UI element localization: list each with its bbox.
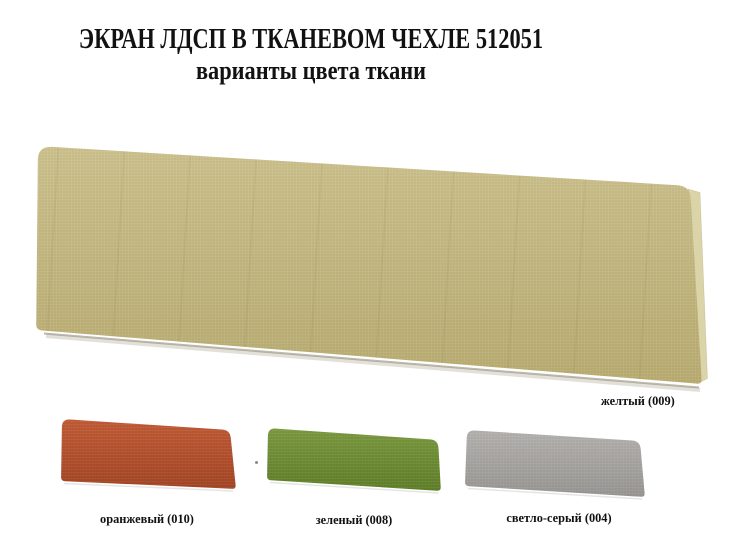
- product-subtitle: варианты цвета ткани: [195, 56, 427, 85]
- color-label-green: зеленый (008): [315, 512, 393, 527]
- main-panel-shadow: [45, 334, 701, 392]
- orange-swatch-shadow: [63, 482, 234, 492]
- color-label-light-gray: светло-серый (004): [506, 510, 612, 525]
- green-swatch-shadow: [269, 481, 439, 494]
- main-panel-seam-texture: [36, 146, 702, 384]
- product-title: ЭКРАН ЛДСП В ТКАНЕВОМ ЧЕХЛЕ 512051: [78, 24, 544, 55]
- color-label-yellow: желтый (009): [601, 393, 675, 408]
- gray-swatch-texture: [465, 430, 645, 497]
- color-label-orange: оранжевый (010): [100, 511, 194, 526]
- gray-swatch-shadow: [467, 487, 643, 500]
- variant-swatch-gray: [465, 430, 645, 500]
- main-panel-shadow-line: [43, 332, 700, 389]
- main-panel-photo: [36, 146, 708, 392]
- green-swatch-texture: [267, 428, 441, 491]
- variant-swatch-green: [267, 428, 441, 494]
- variant-swatch-orange: [61, 419, 236, 492]
- stray-dot-artifact: [255, 461, 258, 464]
- orange-swatch-texture: [61, 419, 236, 489]
- page-title: ЭКРАН ЛДСП В ТКАНЕВОМ ЧЕХЛЕ 512051 вариа…: [0, 24, 622, 86]
